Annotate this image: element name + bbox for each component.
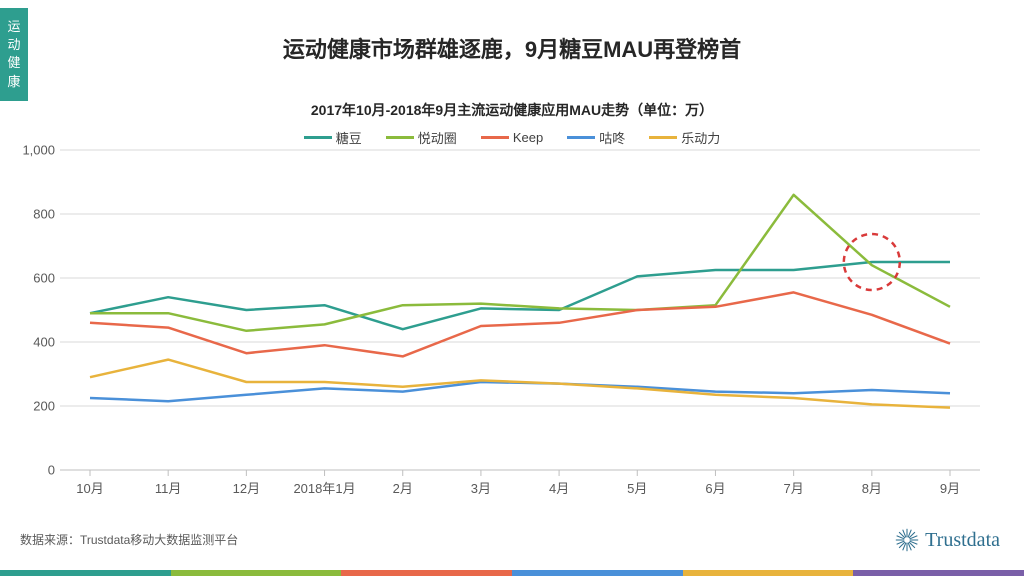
line-chart: 02004006008001,000 10月11月12月2018年1月2月3月4…	[60, 150, 980, 470]
legend-item: Keep	[481, 128, 543, 147]
chart-legend: 糖豆 悦动圈 Keep 咕咚 乐动力	[0, 128, 1024, 147]
y-tick-label: 600	[33, 271, 55, 286]
y-axis-labels: 02004006008001,000	[10, 150, 55, 470]
x-tick-label: 6月	[705, 478, 725, 497]
y-tick-label: 800	[33, 207, 55, 222]
chart-svg	[60, 150, 980, 470]
legend-label: 咕咚	[599, 128, 625, 147]
y-tick-label: 1,000	[22, 143, 55, 158]
legend-label: 糖豆	[336, 128, 362, 147]
logo-text: Trustdata	[925, 529, 1000, 552]
x-tick-label: 4月	[549, 478, 569, 497]
x-tick-label: 2月	[393, 478, 413, 497]
footer-bar-segment	[512, 570, 683, 576]
trustdata-logo: Trustdata	[893, 526, 1000, 554]
legend-swatch	[481, 136, 509, 139]
legend-label: 乐动力	[681, 128, 720, 147]
legend-item: 咕咚	[567, 128, 625, 147]
footer-bar-segment	[341, 570, 512, 576]
legend-item: 悦动圈	[386, 128, 457, 147]
x-tick-label: 9月	[940, 478, 960, 497]
x-axis-labels: 10月 11月 12月 2018年1月 2月 3月 4月 5月 6月 7月 8月 9月	[60, 478, 980, 498]
legend-swatch	[567, 136, 595, 139]
y-tick-label: 200	[33, 399, 55, 414]
footer-bar-segment	[853, 570, 1024, 576]
legend-swatch	[386, 136, 414, 139]
x-tick-label: 11月	[155, 478, 182, 497]
footer-bar-segment	[683, 570, 854, 576]
x-tick-label: 5月	[627, 478, 647, 497]
page-title: 运动健康市场群雄逐鹿，9月糖豆MAU再登榜首	[0, 32, 1024, 64]
x-tick-label: 2018年1月	[293, 478, 355, 497]
legend-label: 悦动圈	[418, 128, 457, 147]
x-tick-label: 3月	[471, 478, 491, 497]
legend-swatch	[649, 136, 677, 139]
legend-swatch	[304, 136, 332, 139]
legend-label: Keep	[513, 130, 543, 145]
x-tick-label: 12月	[233, 478, 260, 497]
series-line	[90, 262, 950, 329]
y-tick-label: 0	[48, 463, 55, 478]
series-line	[90, 382, 950, 401]
legend-item: 糖豆	[304, 128, 362, 147]
y-tick-label: 400	[33, 335, 55, 350]
logo-starburst-icon	[893, 526, 921, 554]
x-tick-label: 10月	[76, 478, 103, 497]
legend-item: 乐动力	[649, 128, 720, 147]
footer-color-bars	[0, 570, 1024, 576]
x-tick-label: 8月	[862, 478, 882, 497]
footer-bar-segment	[0, 570, 171, 576]
data-source: 数据来源：Trustdata移动大数据监测平台	[20, 531, 238, 548]
footer-bar-segment	[171, 570, 342, 576]
chart-subtitle: 2017年10月-2018年9月主流运动健康应用MAU走势（单位：万）	[0, 100, 1024, 120]
x-tick-label: 7月	[784, 478, 804, 497]
